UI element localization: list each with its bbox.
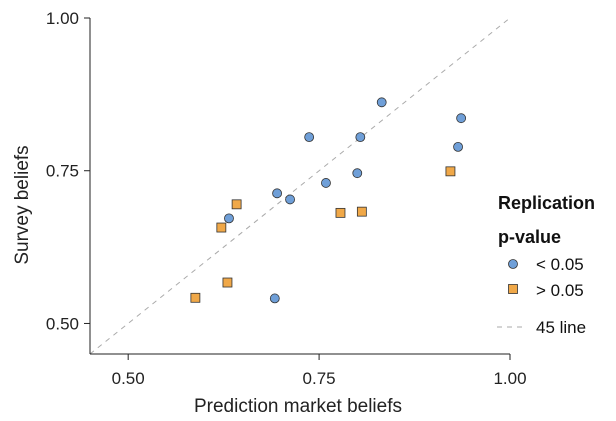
legend-label-gt-005: > 0.05 [536, 281, 584, 300]
x-axis-title: Prediction market beliefs [194, 396, 402, 417]
data-point-circle [285, 194, 295, 205]
reference-45-line [89, 17, 511, 355]
data-point-circle [269, 293, 280, 304]
data-point-square [356, 206, 367, 217]
data-point-square [216, 222, 227, 233]
data-point-square [231, 199, 242, 210]
legend-title-line2: p-value [498, 227, 561, 247]
x-tick-label: 1.00 [493, 369, 526, 388]
legend-square-marker [508, 284, 518, 294]
y-axis-ticks: 0.50 0.75 1.00 [46, 9, 90, 333]
legend-title-line1: Replication [498, 193, 595, 213]
y-tick-label: 0.75 [46, 162, 79, 181]
x-tick-label: 0.75 [303, 369, 336, 388]
y-tick-label: 1.00 [46, 9, 79, 28]
data-point-square [190, 292, 201, 303]
plot-area: 0.50 0.75 1.00 0.50 0.75 1.00 [46, 9, 527, 388]
data-point-circle [224, 213, 234, 224]
y-tick-label: 0.50 [46, 314, 79, 333]
data-point-circle [355, 132, 366, 143]
data-point-circle [304, 132, 315, 143]
data-point-circle [321, 178, 331, 188]
y-axis-title: Survey beliefs [12, 145, 33, 264]
data-point-square [335, 207, 346, 218]
data-point-square [445, 166, 456, 177]
data-point-circle [456, 113, 467, 124]
data-point-circle [352, 168, 363, 179]
data-point-square [222, 277, 233, 288]
data-points [190, 97, 467, 304]
legend-circle-marker [508, 259, 518, 269]
data-point-circle [376, 97, 387, 108]
x-tick-label: 0.50 [112, 369, 145, 388]
legend-label-45-line: 45 line [536, 318, 586, 337]
legend: Replication p-value < 0.05 > 0.05 45 lin… [497, 193, 595, 337]
data-point-circle [453, 142, 463, 152]
legend-label-lt-005: < 0.05 [536, 255, 584, 274]
x-axis-ticks: 0.50 0.75 1.00 [112, 354, 527, 388]
data-point-circle [272, 188, 282, 199]
